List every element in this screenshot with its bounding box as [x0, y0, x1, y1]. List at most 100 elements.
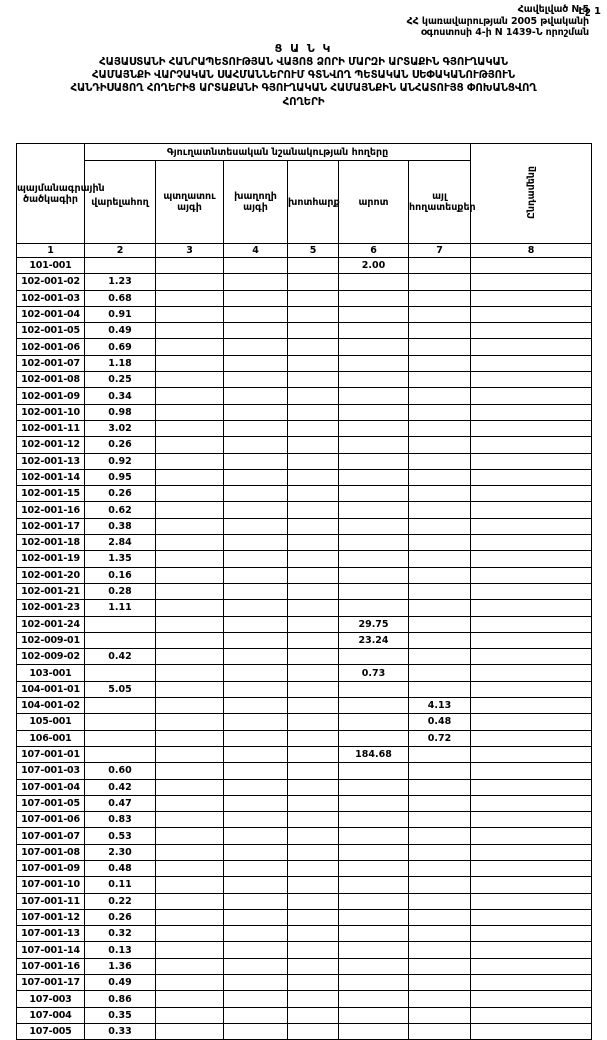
cell-total: [470, 778, 593, 796]
cell-contract-code: 102-009-02: [16, 648, 85, 666]
cell-orchard: [155, 354, 224, 373]
cell-pasture: [338, 338, 409, 356]
cell-vineyard: [223, 273, 288, 291]
cell-arable: 0.34: [84, 387, 156, 405]
cell-hayfield: [287, 1022, 339, 1040]
cell-arable: 1.23: [84, 273, 156, 291]
cell-total: [470, 697, 593, 715]
cell-vineyard: [223, 974, 288, 992]
cell-pasture: [338, 794, 409, 813]
cell-orchard: [155, 485, 224, 503]
column-number-5: 5: [287, 243, 339, 258]
cell-other: [407, 501, 472, 519]
cell-vineyard: [223, 664, 288, 682]
cell-vineyard: [223, 485, 288, 503]
cell-vineyard: [223, 582, 288, 601]
cell-pasture: [338, 648, 409, 666]
cell-contract-code: 107-001-11: [16, 892, 85, 910]
cell-vineyard: [223, 387, 288, 405]
cell-vineyard: [223, 908, 288, 927]
cell-orchard: [155, 811, 224, 829]
cell-contract-code: 102-001-24: [16, 615, 85, 633]
cell-contract-code: 107-001-12: [16, 908, 85, 927]
cell-contract-code: 102-001-18: [16, 534, 85, 552]
cell-contract-code: 105-001: [16, 713, 85, 731]
cell-arable: [84, 745, 156, 764]
cell-other: [407, 762, 472, 780]
header-orchard: պտղատու այգի: [155, 160, 224, 244]
cell-other: [407, 859, 472, 878]
table-row: 102-001-04 0.91: [16, 305, 593, 324]
cell-total: [470, 419, 593, 438]
cell-vineyard: [223, 778, 288, 796]
cell-orchard: [155, 322, 224, 340]
header-contract-code: պայմանագրային ծածկագիր: [16, 143, 105, 244]
cell-contract-code: 102-001-15: [16, 485, 85, 503]
cell-arable: 0.95: [84, 468, 156, 487]
cell-orchard: [155, 859, 224, 878]
cell-hayfield: [287, 713, 339, 731]
cell-orchard: [155, 697, 224, 715]
cell-hayfield: [287, 1006, 339, 1024]
cell-contract-code: 107-001-09: [16, 859, 85, 878]
table-row: 106-001 0.72: [16, 729, 593, 747]
cell-hayfield: [287, 859, 339, 878]
cell-other: [407, 403, 472, 421]
cell-total: [470, 582, 593, 601]
cell-vineyard: [223, 941, 288, 959]
cell-hayfield: [287, 664, 339, 682]
cell-arable: 0.38: [84, 517, 156, 536]
table-row: 102-001-11 3.02: [16, 419, 593, 438]
cell-other: [407, 550, 472, 568]
cell-arable: 0.53: [84, 827, 156, 845]
table-row: 103-001 0.73: [16, 664, 593, 682]
cell-hayfield: [287, 550, 339, 568]
cell-pasture: [338, 811, 409, 829]
cell-other: [407, 631, 472, 650]
cell-other: [407, 599, 472, 617]
cell-pasture: [338, 974, 409, 992]
table-row: 104-001-01 5.05: [16, 680, 593, 699]
column-number-2: 2: [84, 243, 156, 258]
cell-total: [470, 827, 593, 845]
cell-orchard: [155, 501, 224, 519]
cell-orchard: [155, 729, 224, 747]
cell-arable: 0.49: [84, 322, 156, 340]
cell-other: [407, 925, 472, 943]
table-row: 107-001-16 1.36: [16, 957, 593, 976]
cell-vineyard: [223, 729, 288, 747]
cell-vineyard: [223, 859, 288, 878]
cell-hayfield: [287, 697, 339, 715]
table-row: 102-001-14 0.95: [16, 468, 593, 487]
table-row: 102-001-07 1.18: [16, 354, 593, 373]
cell-vineyard: [223, 354, 288, 373]
cell-other: [407, 1022, 472, 1040]
cell-hayfield: [287, 256, 339, 275]
table-row: 107-001-14 0.13: [16, 941, 593, 959]
table-row: 107-001-13 0.32: [16, 925, 593, 943]
table-row: 102-001-05 0.49: [16, 322, 593, 340]
cell-other: [407, 892, 472, 910]
cell-total: [470, 517, 593, 536]
cell-total: [470, 256, 593, 275]
cell-arable: 0.62: [84, 501, 156, 519]
cell-hayfield: [287, 680, 339, 699]
cell-other: [407, 452, 472, 470]
cell-orchard: [155, 1022, 224, 1040]
cell-arable: 0.22: [84, 892, 156, 910]
table-row: 107-001-17 0.49: [16, 974, 593, 992]
cell-orchard: [155, 468, 224, 487]
cell-other: [407, 778, 472, 796]
cell-hayfield: [287, 485, 339, 503]
cell-total: [470, 892, 593, 910]
cell-vineyard: [223, 256, 288, 275]
cell-hayfield: [287, 273, 339, 291]
cell-pasture: [338, 371, 409, 389]
cell-total: [470, 859, 593, 878]
cell-contract-code: 107-001-10: [16, 876, 85, 894]
cell-orchard: [155, 957, 224, 976]
cell-contract-code: 102-001-02: [16, 273, 85, 291]
cell-other: [407, 419, 472, 438]
cell-total: [470, 794, 593, 813]
cell-contract-code: 103-001: [16, 664, 85, 682]
